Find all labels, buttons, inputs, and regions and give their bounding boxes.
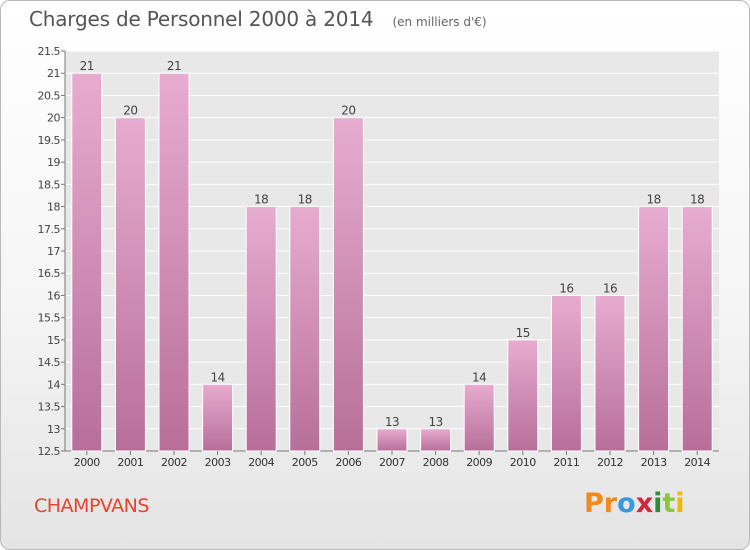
bar-value-label: 21 (80, 59, 94, 73)
bar (420, 428, 452, 452)
bar (376, 428, 408, 452)
y-tick-label: 13.5 (38, 401, 61, 414)
logo-letter: x (635, 488, 654, 519)
x-tick-label: 2013 (641, 456, 667, 469)
bar-value-label: 18 (298, 193, 312, 207)
bar (463, 383, 495, 452)
y-tick-label: 17 (47, 245, 60, 258)
y-tick-label: 14.5 (38, 356, 61, 369)
x-tick-label: 2002 (161, 456, 187, 469)
bar (507, 339, 539, 452)
bar-value-label: 14 (210, 370, 224, 384)
x-tick-label: 2007 (379, 456, 405, 469)
y-tick-label: 15.5 (38, 312, 61, 325)
y-tick-label: 20.5 (38, 89, 61, 102)
bar-value-label: 20 (341, 104, 355, 118)
x-tick-label: 2009 (466, 456, 492, 469)
bar (158, 72, 190, 452)
bar-value-label: 16 (559, 281, 573, 295)
y-tick-label: 15 (47, 334, 60, 347)
y-tick-label: 14 (47, 378, 60, 391)
bar (289, 206, 321, 452)
bar (638, 206, 670, 452)
x-tick-label: 2011 (553, 456, 579, 469)
chart-subtitle: (en milliers d'€) (392, 15, 487, 29)
x-tick-label: 2000 (74, 456, 100, 469)
x-tick-label: 2004 (248, 456, 274, 469)
y-tick-label: 13 (47, 423, 60, 436)
logo-letter: t (662, 488, 676, 519)
y-tick-label: 21 (47, 67, 60, 80)
logo-letter: P (584, 488, 604, 519)
bar-value-label: 21 (167, 59, 181, 73)
x-tick-label: 2006 (335, 456, 361, 469)
y-tick-label: 18.5 (38, 178, 61, 191)
x-tick-label: 2005 (292, 456, 318, 469)
x-tick-label: 2001 (117, 456, 143, 469)
y-tick-label: 20 (47, 112, 60, 125)
y-tick-label: 16.5 (38, 267, 61, 280)
bar (71, 72, 103, 452)
x-tick-label: 2012 (597, 456, 623, 469)
y-tick-label: 19.5 (38, 134, 61, 147)
y-tick-label: 18 (47, 201, 60, 214)
y-tick-label: 16 (47, 289, 60, 302)
y-tick-label: 21.5 (38, 45, 61, 58)
bar-value-label: 13 (428, 415, 442, 429)
bar (202, 383, 234, 452)
bar-value-label: 14 (472, 370, 486, 384)
logo-letter: i (675, 488, 685, 519)
x-tick-label: 2008 (423, 456, 449, 469)
bar (550, 294, 582, 452)
bar-value-label: 18 (254, 193, 268, 207)
bar (114, 117, 146, 452)
bar-value-label: 15 (516, 326, 530, 340)
y-tick-label: 12.5 (38, 445, 61, 458)
bar-value-label: 13 (385, 415, 399, 429)
proxiti-logo: Proxiti (584, 488, 685, 519)
bar-value-label: 18 (690, 193, 704, 207)
x-tick-label: 2003 (205, 456, 231, 469)
bar (332, 117, 364, 452)
bar-value-label: 20 (123, 104, 137, 118)
x-tick-label: 2010 (510, 456, 536, 469)
bar (594, 294, 626, 452)
title-row: Charges de Personnel 2000 à 2014 (en mil… (29, 7, 487, 31)
commune-name: CHAMPVANS (34, 495, 149, 517)
bar (681, 206, 713, 452)
logo-letter: r (603, 488, 618, 519)
bar (245, 206, 277, 452)
logo-letter: i (653, 488, 663, 519)
y-tick-label: 19 (47, 156, 60, 169)
chart-title: Charges de Personnel 2000 à 2014 (29, 7, 374, 31)
logo-letter: o (617, 488, 636, 519)
bar-value-label: 16 (603, 281, 617, 295)
x-tick-label: 2014 (684, 456, 710, 469)
bar-value-label: 18 (646, 193, 660, 207)
y-tick-label: 17.5 (38, 223, 61, 236)
